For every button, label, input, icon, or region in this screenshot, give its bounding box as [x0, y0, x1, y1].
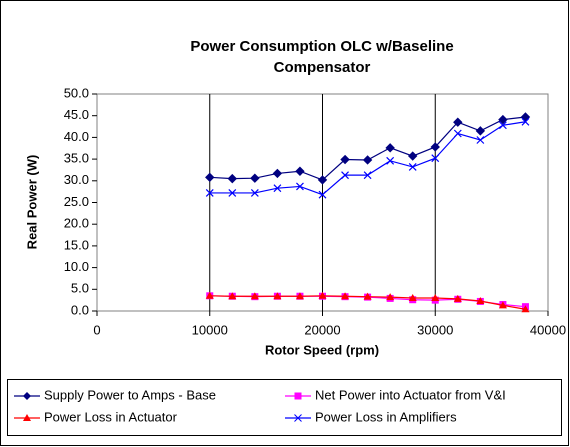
marker: [318, 291, 327, 299]
y-tick-label: 35.0: [64, 151, 89, 166]
marker: [363, 171, 372, 180]
marker: [273, 184, 282, 193]
legend-marker: [23, 414, 31, 421]
legend: [7, 379, 562, 436]
x-tick-label: 20000: [304, 322, 340, 337]
y-tick-label: 40.0: [64, 129, 89, 144]
legend-marker: [294, 392, 302, 400]
marker: [205, 189, 214, 197]
y-tick-label: 0.0: [71, 302, 89, 317]
legend-label: Net Power into Actuator from V&I: [315, 387, 506, 402]
legend-marker: [294, 414, 302, 422]
legend-marker: [23, 392, 31, 400]
marker: [498, 114, 508, 125]
marker: [453, 129, 462, 138]
marker: [341, 292, 350, 300]
marker: [430, 142, 440, 152]
x-tick-label: 30000: [417, 322, 453, 337]
marker: [273, 292, 282, 300]
marker: [431, 154, 440, 163]
x-tick-label: 0: [93, 322, 100, 337]
y-tick-label: 30.0: [64, 172, 89, 187]
marker: [521, 305, 530, 313]
legend-label: Power Loss in Amplifiers: [315, 409, 457, 424]
marker: [250, 173, 260, 183]
y-tick-label: 25.0: [64, 194, 89, 209]
marker: [498, 121, 507, 130]
marker: [385, 143, 395, 153]
y-tick-label: 10.0: [64, 259, 89, 274]
marker: [205, 172, 215, 183]
marker: [408, 293, 417, 301]
marker: [228, 189, 237, 197]
x-tick-label: 40000: [530, 322, 566, 337]
chart-title: Compensator: [274, 59, 371, 76]
marker: [295, 292, 304, 300]
marker: [228, 292, 237, 300]
marker: [272, 168, 283, 179]
marker: [476, 297, 485, 305]
marker: [386, 293, 395, 301]
marker: [250, 189, 259, 197]
marker: [453, 117, 463, 127]
marker: [296, 182, 304, 191]
marker: [340, 154, 350, 165]
marker: [498, 301, 507, 309]
marker: [295, 166, 305, 176]
marker: [205, 291, 214, 299]
marker: [362, 155, 373, 165]
marker: [250, 292, 259, 300]
marker: [408, 162, 417, 171]
legend-label: Power Loss in Actuator: [44, 409, 178, 424]
marker: [227, 173, 238, 184]
x-tick-label: 10000: [192, 322, 228, 337]
marker: [407, 151, 418, 161]
marker: [475, 126, 486, 136]
marker: [521, 117, 530, 126]
y-axis-title: Real Power (W): [24, 155, 39, 250]
x-axis-title: Rotor Speed (rpm): [265, 342, 379, 357]
chart-title: Power Consumption OLC w/Baseline: [190, 38, 453, 55]
marker: [363, 292, 372, 300]
marker: [318, 190, 327, 199]
y-tick-label: 15.0: [64, 237, 89, 252]
marker: [431, 293, 440, 301]
y-tick-label: 50.0: [64, 85, 89, 100]
legend-label: Supply Power to Amps - Base: [44, 387, 216, 402]
y-tick-label: 5.0: [71, 281, 89, 296]
marker: [476, 136, 485, 144]
y-tick-label: 20.0: [64, 216, 89, 231]
marker: [317, 175, 328, 185]
y-tick-label: 45.0: [64, 107, 89, 122]
marker: [453, 294, 462, 302]
marker: [386, 156, 395, 165]
marker: [341, 171, 349, 180]
